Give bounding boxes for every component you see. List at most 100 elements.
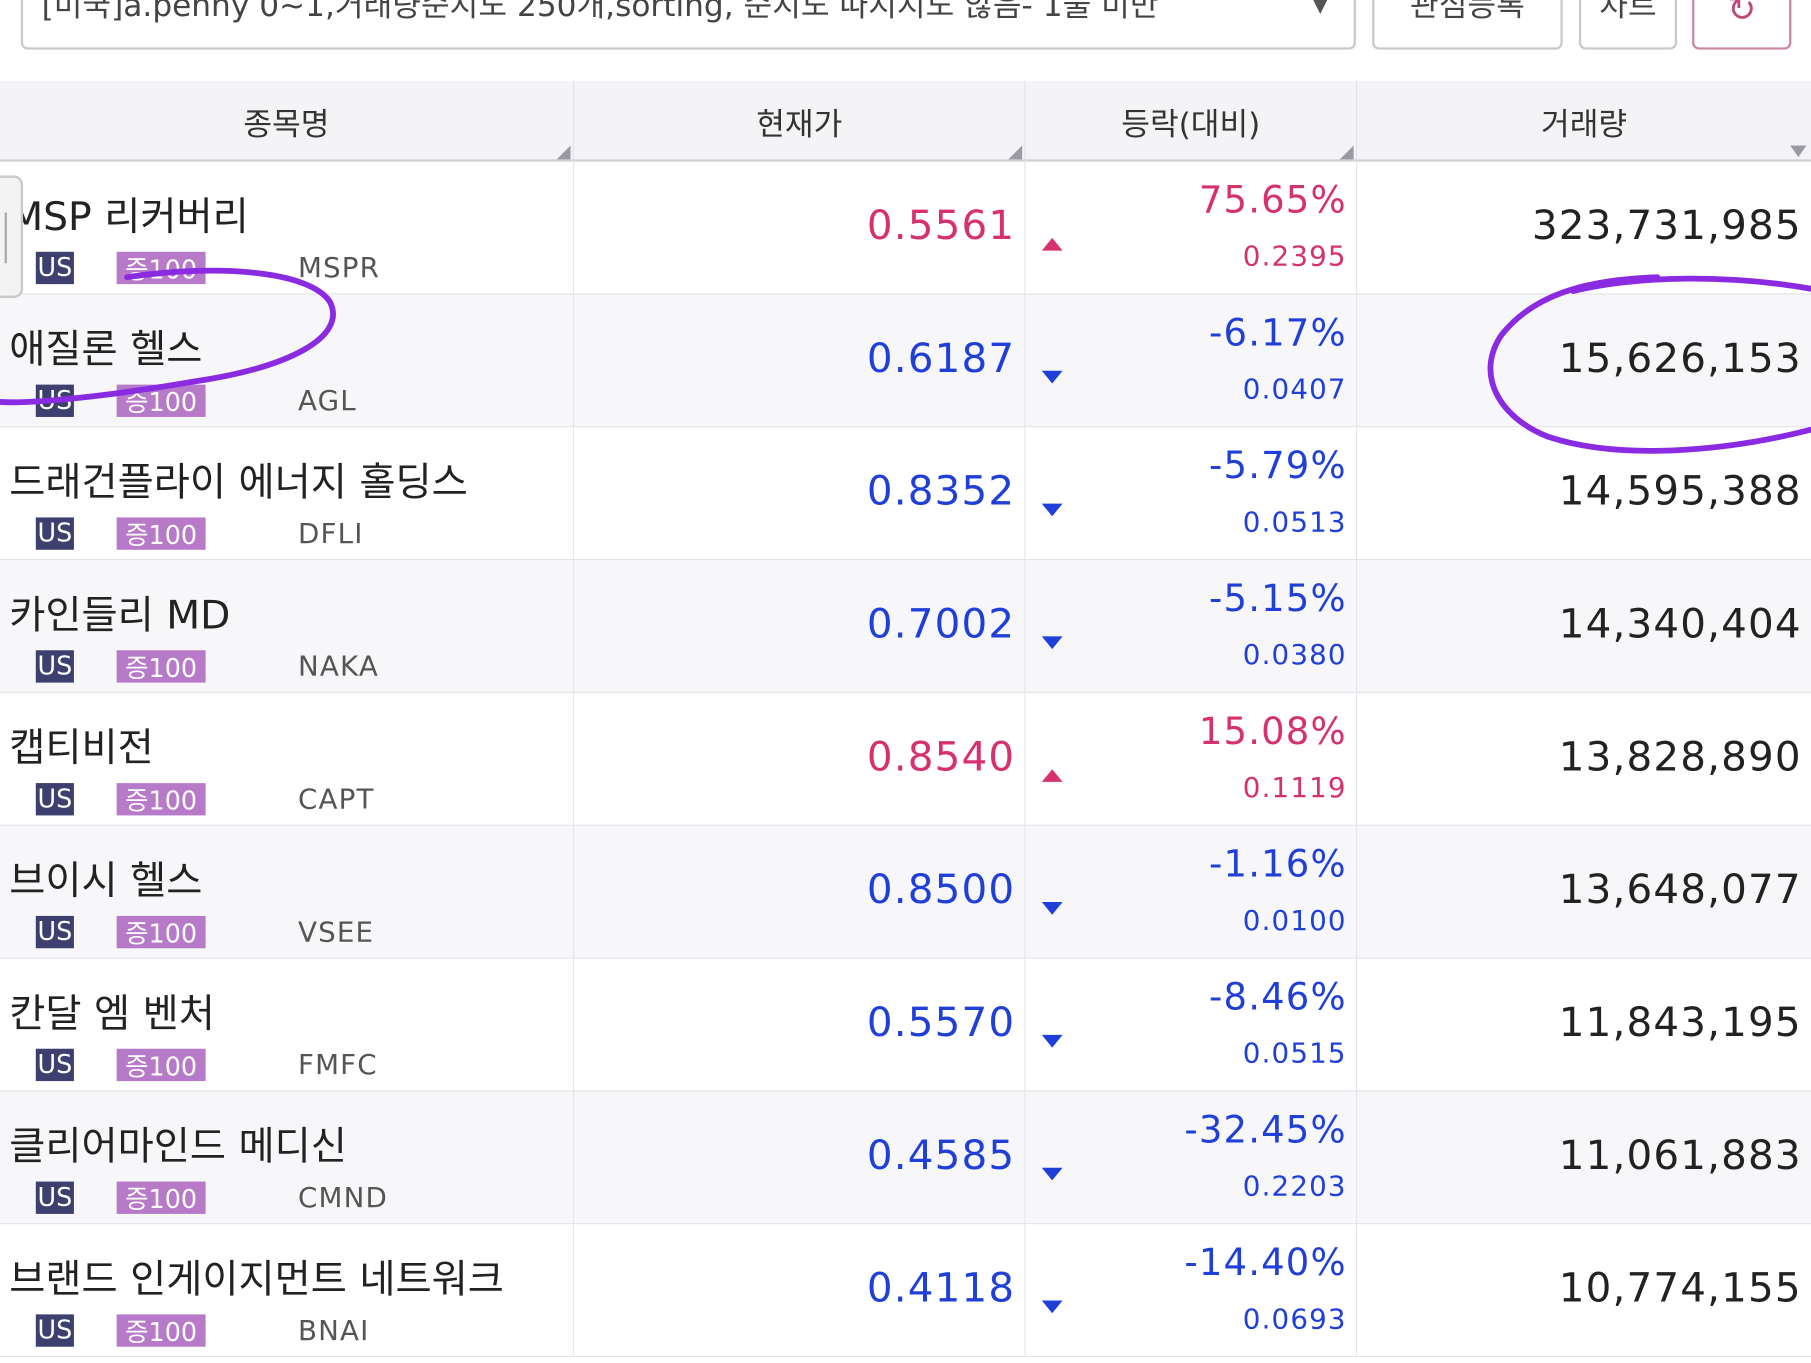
stock-name: 브이시 헬스	[9, 858, 203, 905]
toolbar: [미국]a.penny 0~1,거래량순지도 250개,sorting, 순지도…	[0, 0, 1811, 81]
table-row[interactable]: 캡티비전 US 증100 CAPT 0.8540 15.08% 0.1119 1…	[0, 693, 1811, 826]
trading-volume: 323,731,985	[1531, 203, 1802, 250]
change-percent: 15.08%	[1198, 709, 1347, 754]
table-row[interactable]: 클리어마인드 메디신 US 증100 CMND 0.4585 -32.45% 0…	[0, 1091, 1811, 1225]
change-percent: -6.17%	[1209, 310, 1347, 355]
cell-price: 0.6187	[574, 294, 1026, 428]
table-row[interactable]: MSP 리커버리 US 증100 MSPR 0.5561 75.65% 0.23…	[0, 161, 1811, 295]
ticker-symbol: NAKA	[297, 650, 379, 683]
side-drawer-handle[interactable]	[0, 175, 24, 298]
margin-badge: 증100	[116, 1048, 206, 1082]
change-amount: 0.0407	[1242, 373, 1347, 406]
change-percent: 75.65%	[1198, 177, 1347, 222]
stock-name: 카인들리 MD	[9, 592, 231, 639]
stock-name: MSP 리커버리	[9, 194, 249, 241]
ticker-symbol: CAPT	[297, 783, 375, 816]
current-price: 0.8500	[866, 867, 1016, 914]
triangle-down-icon	[1041, 636, 1063, 650]
table-row[interactable]: 칸달 엠 벤처 US 증100 FMFC 0.5570 -8.46% 0.051…	[0, 958, 1811, 1092]
cell-change: -5.79% 0.0513	[1026, 427, 1358, 561]
change-percent: -8.46%	[1209, 974, 1347, 1019]
cell-change: -6.17% 0.0407	[1026, 294, 1358, 428]
trading-volume: 10,774,155	[1558, 1265, 1802, 1313]
current-price: 0.5570	[866, 1000, 1016, 1047]
cell-change: -8.46% 0.0515	[1026, 958, 1358, 1092]
table-row[interactable]: 브랜드 인게이지먼트 네트워크 US 증100 BNAI 0.4118 -14.…	[0, 1224, 1811, 1358]
change-percent: -32.45%	[1184, 1107, 1347, 1152]
refresh-button[interactable]: ↻	[1692, 0, 1792, 50]
sort-icon	[1339, 145, 1354, 160]
cell-price: 0.8352	[574, 427, 1026, 561]
condition-select-value: [미국]a.penny 0~1,거래량순지도 250개,sorting, 순지도…	[41, 0, 1159, 25]
table-row[interactable]: 애질론 헬스 US 증100 AGL 0.6187 -6.17% 0.0407 …	[0, 294, 1811, 428]
market-badge: US	[35, 1314, 74, 1347]
cell-stock: 캡티비전 US 증100 CAPT	[0, 693, 575, 826]
current-price: 0.6187	[866, 336, 1016, 383]
cell-volume: 10,774,155	[1357, 1224, 1811, 1357]
cell-volume: 15,626,153	[1357, 295, 1811, 428]
condition-select[interactable]: [미국]a.penny 0~1,거래량순지도 250개,sorting, 순지도…	[20, 0, 1356, 50]
triangle-down-icon	[1041, 1300, 1063, 1314]
table-row[interactable]: 드래건플라이 에너지 홀딩스 US 증100 DFLI 0.8352 -5.79…	[0, 427, 1811, 561]
change-percent: -1.16%	[1209, 841, 1347, 886]
sort-icon	[556, 145, 571, 160]
change-amount: 0.0100	[1242, 904, 1347, 937]
current-price: 0.8540	[866, 734, 1016, 781]
trading-volume: 13,648,077	[1558, 867, 1802, 914]
current-price: 0.4118	[866, 1265, 1016, 1313]
change-amount: 0.2395	[1242, 240, 1347, 273]
cell-stock: 애질론 헬스 US 증100 AGL	[0, 294, 575, 428]
cell-price: 0.8500	[574, 825, 1026, 959]
column-header-label: 현재가	[756, 106, 843, 143]
market-badge: US	[35, 251, 74, 285]
add-favorite-button[interactable]: 관심등록	[1372, 0, 1563, 50]
stock-name: 브랜드 인게이지먼트 네트워크	[9, 1256, 504, 1303]
triangle-down-icon	[1041, 1034, 1063, 1048]
stock-table-body: MSP 리커버리 US 증100 MSPR 0.5561 75.65% 0.23…	[0, 161, 1811, 1358]
ticker-symbol: MSPR	[297, 251, 381, 285]
table-row[interactable]: 브이시 헬스 US 증100 VSEE 0.8500 -1.16% 0.0100…	[0, 825, 1811, 959]
chevron-down-icon: ▼	[1312, 0, 1329, 18]
ticker-symbol: DFLI	[297, 517, 364, 550]
trading-volume: 15,626,153	[1558, 336, 1802, 383]
stock-name: 클리어마인드 메디신	[9, 1123, 347, 1171]
chart-button[interactable]: 차트	[1578, 0, 1678, 50]
market-badge: US	[35, 517, 74, 550]
cell-volume: 13,828,890	[1357, 693, 1811, 826]
column-header-volume[interactable]: 거래량	[1357, 81, 1811, 162]
column-header-price[interactable]: 현재가	[574, 80, 1026, 162]
sort-desc-icon	[1790, 145, 1807, 158]
cell-volume: 14,595,388	[1357, 427, 1811, 560]
column-header-label: 거래량	[1541, 106, 1628, 143]
triangle-up-icon	[1041, 769, 1063, 782]
chart-label: 차트	[1599, 0, 1657, 25]
change-amount: 0.0515	[1242, 1037, 1347, 1070]
ticker-symbol: VSEE	[297, 915, 375, 949]
margin-badge: 증100	[116, 1314, 206, 1348]
cell-volume: 11,061,883	[1357, 1091, 1811, 1224]
margin-badge: 증100	[116, 384, 206, 418]
change-percent: -5.79%	[1209, 443, 1347, 488]
cell-stock: 카인들리 MD US 증100 NAKA	[0, 560, 575, 693]
margin-badge: 증100	[116, 783, 206, 817]
triangle-up-icon	[1041, 237, 1063, 251]
column-header-name[interactable]: 종목명	[0, 80, 575, 162]
change-percent: -14.40%	[1184, 1240, 1347, 1285]
change-amount: 0.1119	[1242, 771, 1347, 804]
cell-price: 0.4585	[574, 1091, 1026, 1225]
market-badge: US	[35, 650, 74, 683]
triangle-down-icon	[1041, 503, 1063, 517]
cell-price: 0.5561	[574, 161, 1026, 295]
stock-name: 드래건플라이 에너지 홀딩스	[9, 459, 468, 506]
trading-volume: 13,828,890	[1558, 734, 1802, 781]
cell-stock: 브이시 헬스 US 증100 VSEE	[0, 825, 575, 959]
table-header: 종목명 현재가 등락(대비) 거래량	[0, 80, 1811, 162]
trading-volume: 14,340,404	[1558, 601, 1802, 648]
column-header-change[interactable]: 등락(대비)	[1026, 80, 1358, 162]
ticker-symbol: AGL	[297, 384, 357, 417]
market-badge: US	[35, 384, 74, 417]
table-row[interactable]: 카인들리 MD US 증100 NAKA 0.7002 -5.15% 0.038…	[0, 560, 1811, 693]
current-price: 0.4585	[866, 1133, 1016, 1180]
cell-change: 15.08% 0.1119	[1026, 693, 1358, 826]
